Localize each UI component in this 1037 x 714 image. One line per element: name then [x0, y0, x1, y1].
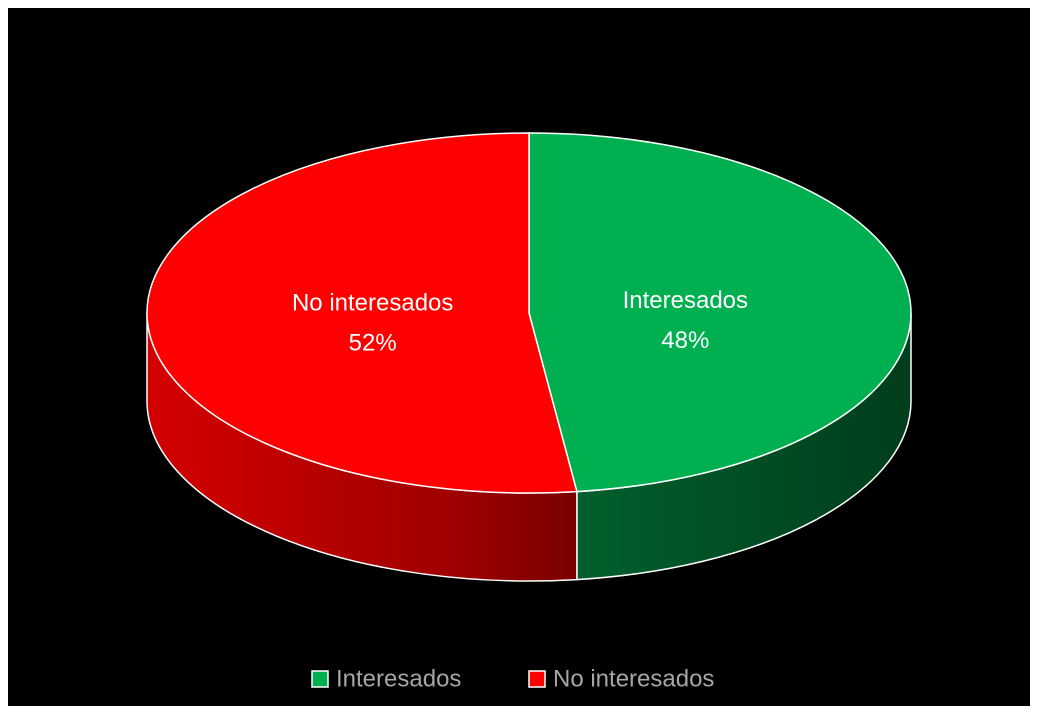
legend-label: Interesados: [336, 665, 461, 692]
legend-swatch: [528, 670, 546, 688]
slice-label: Interesados: [623, 287, 748, 314]
slice-value: 48%: [661, 327, 709, 354]
legend-swatch: [311, 670, 329, 688]
slice-label: No interesados: [292, 289, 453, 316]
legend-label: No interesados: [553, 665, 714, 692]
slice: [146, 132, 578, 494]
slice-value: 52%: [349, 329, 397, 356]
slice: [528, 132, 912, 493]
